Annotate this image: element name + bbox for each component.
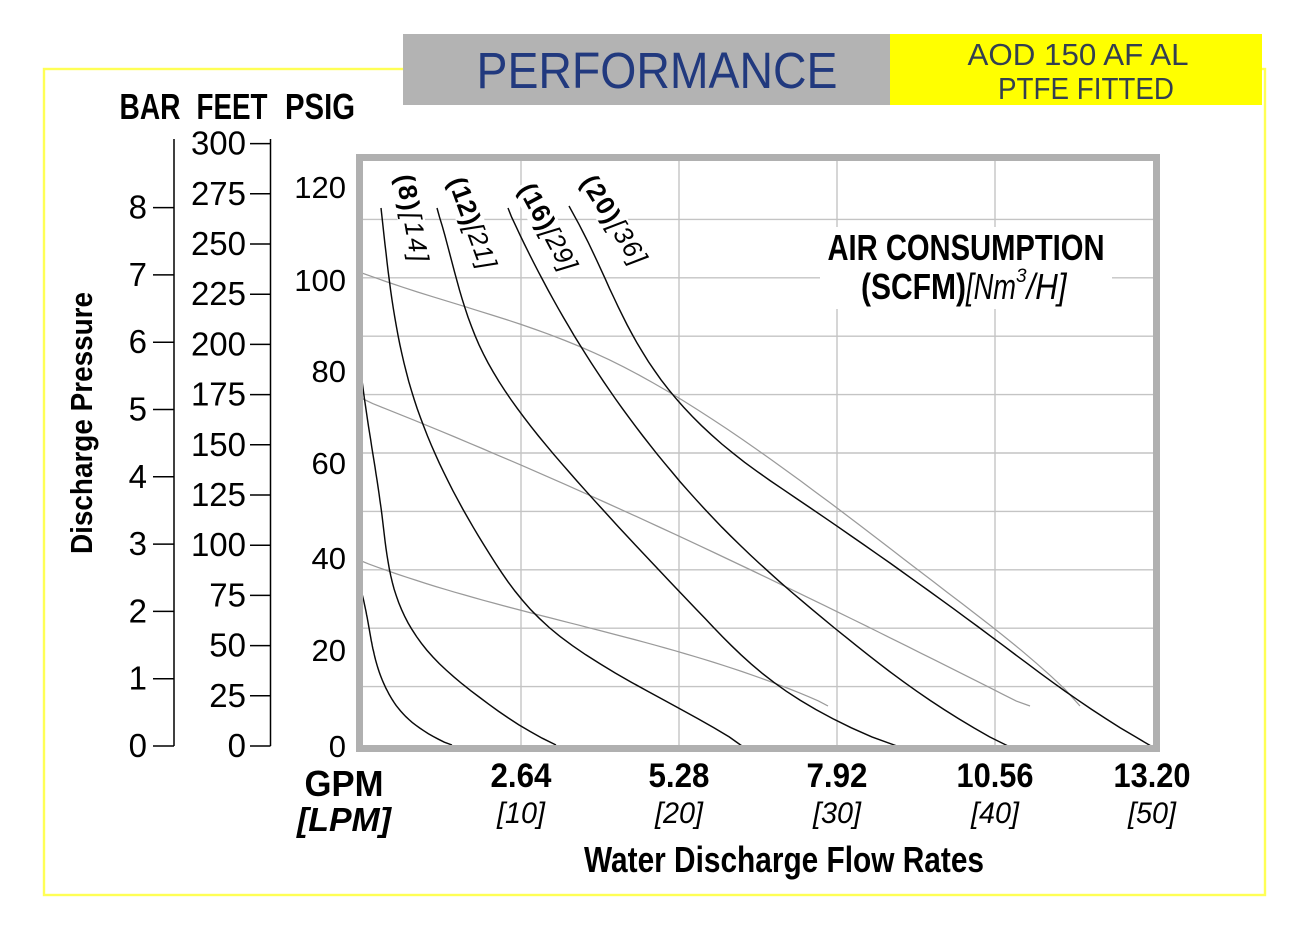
svg-text:[20]: [20] xyxy=(654,797,704,830)
svg-text:4: 4 xyxy=(129,458,147,495)
svg-text:0: 0 xyxy=(129,727,147,764)
svg-text:(SCFM)[Nm3/H]: (SCFM)[Nm3/H] xyxy=(861,266,1067,307)
svg-text:FEET: FEET xyxy=(197,86,268,127)
svg-text:300: 300 xyxy=(191,125,246,162)
svg-text:2: 2 xyxy=(129,592,147,629)
svg-text:0: 0 xyxy=(329,729,346,764)
svg-text:BAR: BAR xyxy=(120,86,181,127)
svg-text:175: 175 xyxy=(191,376,246,413)
svg-text:PSIG: PSIG xyxy=(285,86,355,127)
svg-text:2.64: 2.64 xyxy=(491,757,552,795)
svg-text:25: 25 xyxy=(209,677,246,714)
svg-text:275: 275 xyxy=(191,175,246,212)
svg-text:3: 3 xyxy=(129,525,147,562)
svg-text:10.56: 10.56 xyxy=(957,757,1034,795)
svg-text:60: 60 xyxy=(312,446,346,481)
svg-text:150: 150 xyxy=(191,426,246,463)
svg-text:[50]: [50] xyxy=(1127,797,1177,830)
svg-text:PERFORMANCE: PERFORMANCE xyxy=(477,42,838,99)
svg-text:20: 20 xyxy=(312,633,346,668)
svg-text:8: 8 xyxy=(129,189,147,226)
svg-text:PTFE FITTED: PTFE FITTED xyxy=(998,71,1174,106)
svg-text:Discharge Pressure: Discharge Pressure xyxy=(64,292,99,554)
svg-text:Water Discharge Flow Rates: Water Discharge Flow Rates xyxy=(584,839,984,880)
svg-text:50: 50 xyxy=(209,627,246,664)
svg-text:[30]: [30] xyxy=(812,797,862,830)
svg-text:80: 80 xyxy=(312,354,346,389)
svg-text:7.92: 7.92 xyxy=(807,757,868,795)
svg-text:AIR CONSUMPTION: AIR CONSUMPTION xyxy=(828,227,1105,268)
svg-text:1: 1 xyxy=(129,660,147,697)
svg-text:40: 40 xyxy=(312,541,346,576)
svg-text:7: 7 xyxy=(129,256,147,293)
svg-text:225: 225 xyxy=(191,275,246,312)
svg-text:100: 100 xyxy=(191,526,246,563)
svg-text:5: 5 xyxy=(129,391,147,428)
svg-text:125: 125 xyxy=(191,476,246,513)
svg-text:[10]: [10] xyxy=(496,797,546,830)
svg-text:5.28: 5.28 xyxy=(649,757,710,795)
svg-text:100: 100 xyxy=(294,263,346,298)
svg-text:[LPM]: [LPM] xyxy=(296,801,392,838)
svg-text:120: 120 xyxy=(294,170,346,205)
svg-text:AOD 150 AF AL: AOD 150 AF AL xyxy=(968,37,1189,72)
svg-text:200: 200 xyxy=(191,325,246,362)
svg-text:[40]: [40] xyxy=(970,797,1020,830)
svg-text:0: 0 xyxy=(228,727,246,764)
svg-text:GPM: GPM xyxy=(305,763,384,804)
svg-text:250: 250 xyxy=(191,225,246,262)
svg-text:75: 75 xyxy=(209,576,246,613)
svg-text:6: 6 xyxy=(129,323,147,360)
svg-text:13.20: 13.20 xyxy=(1114,757,1191,795)
